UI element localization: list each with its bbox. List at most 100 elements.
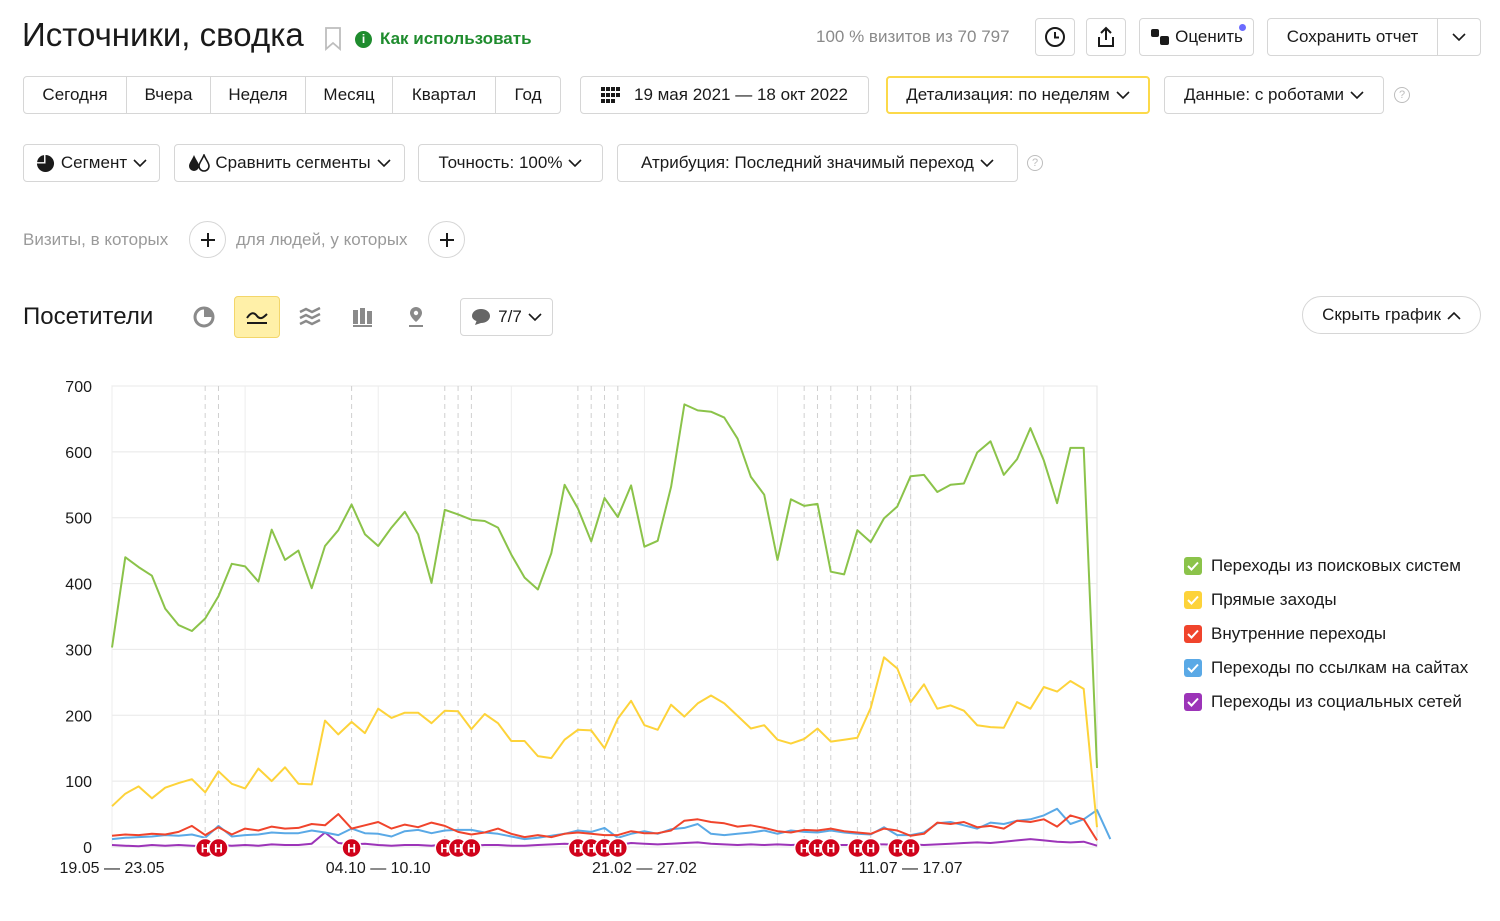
annotation-marker: Н xyxy=(461,837,482,859)
help-icon[interactable]: ? xyxy=(1394,87,1410,103)
legend-item-search[interactable]: Переходы из поисковых систем xyxy=(1184,556,1461,576)
marker-letter: Н xyxy=(613,842,622,856)
bookmark-icon[interactable] xyxy=(324,27,342,56)
checkbox-icon xyxy=(1184,693,1202,711)
checkbox-icon xyxy=(1184,659,1202,677)
history-button[interactable] xyxy=(1035,18,1075,56)
checkbox-icon xyxy=(1184,625,1202,643)
checkbox-icon xyxy=(1184,591,1202,609)
legend-label: Переходы по ссылкам на сайтах xyxy=(1211,658,1469,677)
quote-icon xyxy=(1151,29,1170,45)
detail-label: Детализация: по неделям xyxy=(906,85,1110,104)
rate-label: Оценить xyxy=(1175,27,1243,46)
series-line xyxy=(111,656,1098,828)
chevron-down-icon xyxy=(528,312,542,321)
area-chart-icon xyxy=(299,307,321,326)
info-icon: i xyxy=(355,30,372,48)
line-view-button[interactable] xyxy=(234,296,280,338)
chevron-down-icon xyxy=(133,158,147,167)
chevron-down-icon xyxy=(1116,90,1130,99)
marker-letter: Н xyxy=(906,842,915,856)
annotation-marker: Н xyxy=(341,837,362,859)
marker-letter: Н xyxy=(587,842,596,856)
area-view-button[interactable] xyxy=(287,296,333,338)
period-month[interactable]: Месяц xyxy=(306,77,393,113)
how-to-use-link[interactable]: i Как использовать xyxy=(355,29,532,49)
period-today[interactable]: Сегодня xyxy=(24,77,127,113)
export-button[interactable] xyxy=(1086,18,1126,56)
calendar-icon xyxy=(600,87,620,103)
save-report-dropdown[interactable] xyxy=(1437,18,1481,56)
date-range-picker[interactable]: 19 мая 2021 — 18 окт 2022 xyxy=(580,76,869,114)
chevron-down-icon xyxy=(1350,90,1364,99)
annotation-marker: Н xyxy=(900,837,921,859)
pie-view-button[interactable] xyxy=(181,296,227,338)
metric-title: Посетители xyxy=(23,303,154,330)
marker-letter: Н xyxy=(813,842,822,856)
legend-label: Переходы из поисковых систем xyxy=(1211,556,1461,575)
data-label: Данные: с роботами xyxy=(1183,85,1345,104)
marker-letter: Н xyxy=(800,842,809,856)
annotation-marker: Н xyxy=(820,837,842,859)
hide-chart-button[interactable]: Скрыть график xyxy=(1302,296,1481,334)
add-people-condition-button[interactable] xyxy=(428,221,465,258)
legend-item-social[interactable]: Переходы из социальных сетей xyxy=(1184,692,1462,712)
save-report-button[interactable]: Сохранить отчет xyxy=(1267,18,1438,56)
segment-label: Сегмент xyxy=(60,153,128,172)
plus-icon xyxy=(439,232,454,247)
legend-item-links[interactable]: Переходы по ссылкам на сайтах xyxy=(1184,658,1468,678)
date-range-label: 19 мая 2021 — 18 окт 2022 xyxy=(633,85,848,104)
period-week[interactable]: Неделя xyxy=(211,77,306,113)
period-year[interactable]: Год xyxy=(514,85,542,104)
how-to-use-label: Как использовать xyxy=(380,29,532,48)
series-line xyxy=(111,403,1098,769)
help-icon[interactable]: ? xyxy=(1027,155,1043,171)
annotation-marker: Н xyxy=(860,837,881,859)
accuracy-label: Точность: 100% xyxy=(438,153,563,172)
period-yesterday[interactable]: Вчера xyxy=(127,77,211,113)
chevron-down-icon xyxy=(980,158,994,167)
marker-letter: Н xyxy=(826,842,835,856)
marker-bubble xyxy=(461,837,482,859)
annotations-dropdown[interactable]: 7/7 xyxy=(460,298,553,336)
visits-info: 100 % визитов из 70 797 xyxy=(816,27,1010,46)
accuracy-dropdown[interactable]: Точность: 100% xyxy=(418,144,603,182)
compare-segments-dropdown[interactable]: Сравнить сегменты xyxy=(174,144,405,182)
visits-condition-label: Визиты, в которых xyxy=(23,230,169,249)
bar-view-button[interactable] xyxy=(340,296,386,338)
segment-dropdown[interactable]: Сегмент xyxy=(23,144,160,182)
legend-item-direct[interactable]: Прямые заходы xyxy=(1184,590,1337,610)
chevron-down-icon xyxy=(377,158,391,167)
visitors-line-chart: 0 100 200 300 400 500 600 700 19.05 — 23.05 04.1… xyxy=(60,379,1112,877)
marker-letter: Н xyxy=(866,842,875,856)
legend-label: Внутренние переходы xyxy=(1211,624,1387,643)
marker-letter: Н xyxy=(893,842,902,856)
hide-chart-label: Скрыть график xyxy=(1322,305,1441,324)
clock-icon xyxy=(1045,27,1065,47)
detail-dropdown[interactable]: Детализация: по неделям xyxy=(886,76,1150,114)
rate-button[interactable]: Оценить xyxy=(1139,18,1254,56)
annotations-count: 7/7 xyxy=(498,307,522,326)
pie-chart-icon xyxy=(36,154,54,172)
y-tick-label: 100 xyxy=(65,774,92,791)
annotation-marker: Н xyxy=(208,837,229,859)
marker-bubble xyxy=(607,837,629,859)
marker-bubble xyxy=(341,837,362,859)
x-tick-label: 19.05 — 23.05 xyxy=(60,860,165,877)
notification-dot xyxy=(1238,23,1247,32)
series-line xyxy=(111,813,1098,841)
y-tick-label: 300 xyxy=(65,642,92,659)
add-visit-condition-button[interactable] xyxy=(189,221,226,258)
y-tick-label: 200 xyxy=(65,708,92,725)
legend-item-internal[interactable]: Внутренние переходы xyxy=(1184,624,1386,644)
y-tick-label: 700 xyxy=(65,379,92,396)
period-quarter[interactable]: Квартал xyxy=(393,77,496,113)
marker-letter: Н xyxy=(454,842,463,856)
marker-letter: Н xyxy=(214,842,223,856)
marker-letter: Н xyxy=(600,842,609,856)
map-view-button[interactable] xyxy=(393,296,439,338)
save-report-label: Сохранить отчет xyxy=(1286,27,1419,46)
marker-letter: Н xyxy=(347,842,356,856)
data-dropdown[interactable]: Данные: с роботами xyxy=(1164,76,1384,114)
attribution-dropdown[interactable]: Атрибуция: Последний значимый переход xyxy=(617,144,1018,182)
